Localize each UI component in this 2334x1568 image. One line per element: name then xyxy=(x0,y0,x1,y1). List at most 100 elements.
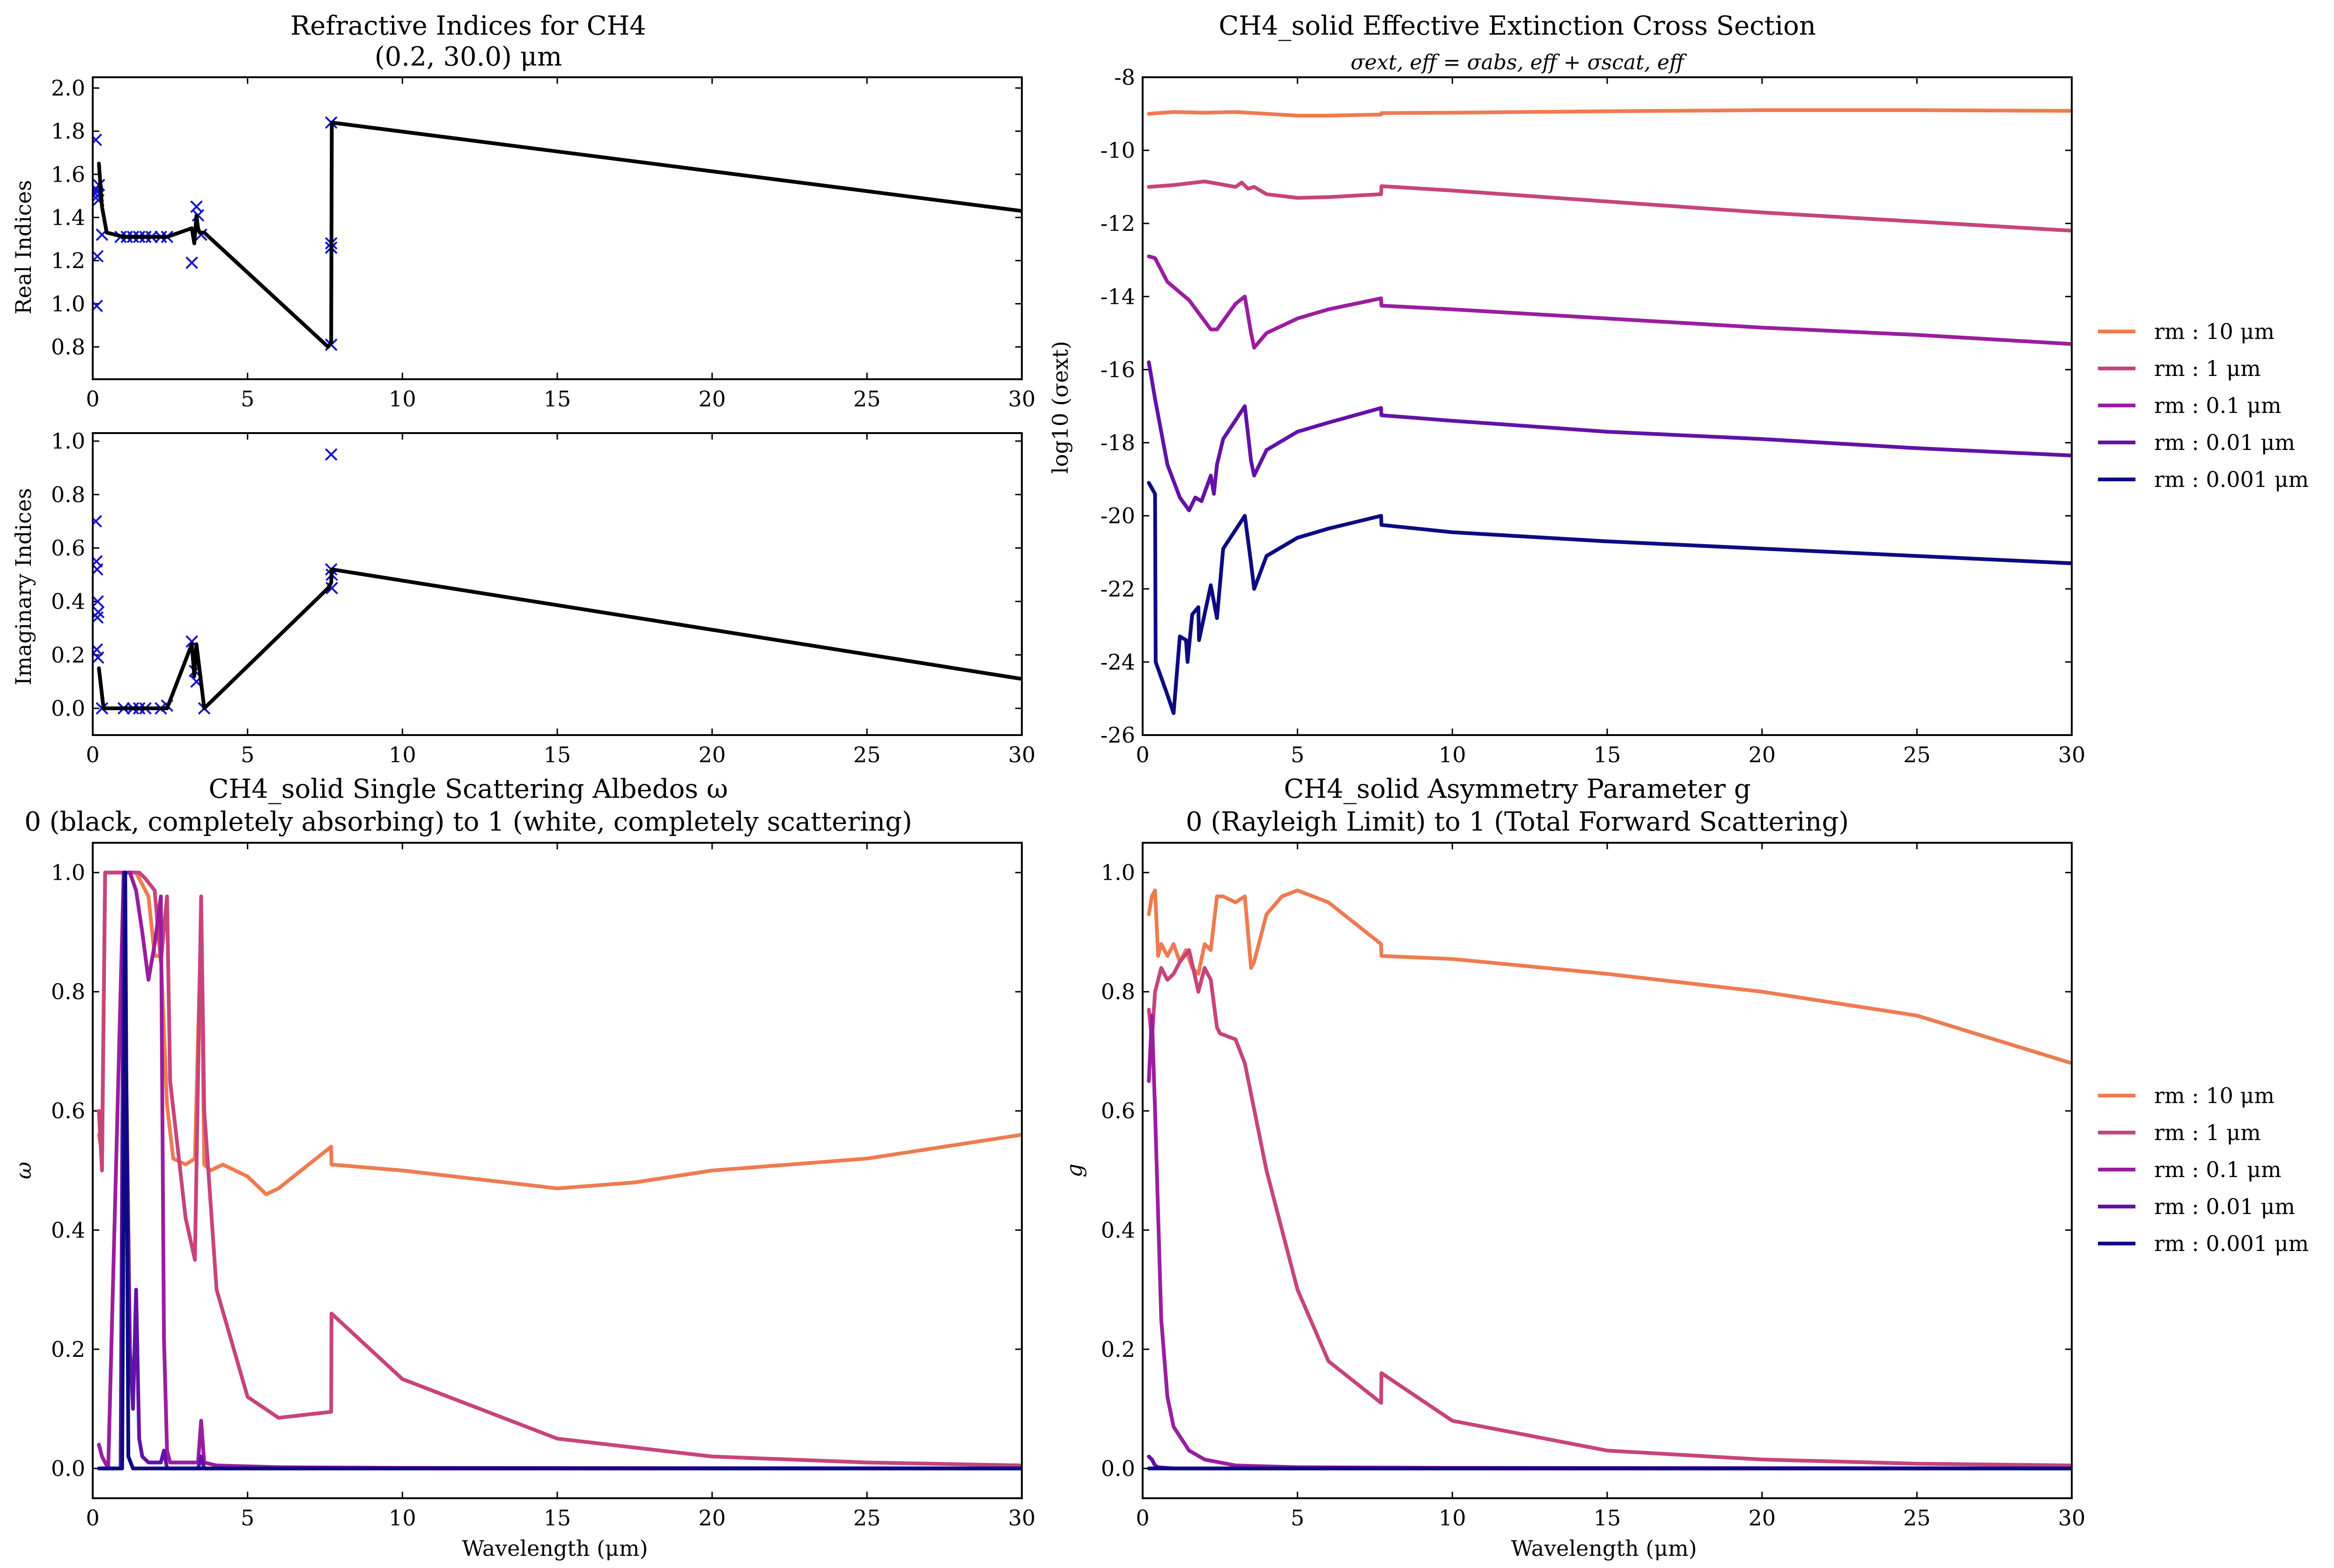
y-tick-label: 1.4 xyxy=(51,205,85,230)
imag-ylabel: Imaginary Indices xyxy=(11,488,36,685)
y-tick-label: 0.4 xyxy=(51,589,85,614)
x-tick-label: 10 xyxy=(1439,742,1466,767)
asym-series-line-r10 xyxy=(1147,888,2072,1065)
legend-label-r001: rm : 0.01 μm xyxy=(2154,430,2295,455)
real-marker-point xyxy=(93,133,103,147)
x-tick-label: 30 xyxy=(2058,1505,2086,1531)
real-series-line-interpolated xyxy=(97,120,1022,349)
imag-marker-point xyxy=(325,582,338,595)
ext-subtitle: σext, eff = σabs, eff + σscat, eff xyxy=(1351,51,1687,74)
legend-label-r10: rm : 10 μm xyxy=(2154,319,2275,344)
asym-xlabel: Wavelength (μm) xyxy=(1511,1536,1697,1561)
y-tick-label: 1.2 xyxy=(51,248,85,273)
asymmetry-axes: 0 5 10 15 20 25 30 0.0 0.2 0.4 0.6 0.8 1.0 xyxy=(1101,842,2086,1531)
x-tick-label: 15 xyxy=(544,742,571,767)
x-tick-label: 10 xyxy=(389,386,416,412)
x-tick-label: 25 xyxy=(853,742,881,767)
y-tick-label: 0.8 xyxy=(51,979,85,1004)
y-tick-label: 1.0 xyxy=(1101,860,1135,885)
y-tick-label: 1.8 xyxy=(51,118,85,144)
alb-title-line2: 0 (black, completely absorbing) to 1 (wh… xyxy=(24,807,912,837)
legend-label-r01: rm : 0.1 μm xyxy=(2154,393,2282,418)
alb-title-line1: CH4_solid Single Scattering Albedos ω xyxy=(208,774,728,804)
x-tick-label: 20 xyxy=(1748,742,1776,767)
x-tick-label: 5 xyxy=(1291,1505,1304,1531)
x-tick-label: 25 xyxy=(853,1505,881,1531)
legend-asymmetry: rm : 10 μm rm : 1 μm rm : 0.1 μm rm : 0.… xyxy=(2098,1083,2309,1256)
alb-xlabel: Wavelength (μm) xyxy=(462,1536,648,1561)
x-tick-label: 10 xyxy=(1439,1505,1466,1531)
x-tick-label: 20 xyxy=(698,386,726,412)
legend-label-r0001: rm : 0.001 μm xyxy=(2154,467,2309,492)
x-tick-label: 25 xyxy=(1903,742,1931,767)
imag-series-line-interpolated xyxy=(97,567,1022,710)
imag-marker-point xyxy=(93,595,104,608)
y-tick-label: 0.6 xyxy=(51,1098,85,1124)
ext-series-line-r01 xyxy=(1147,254,2072,350)
extinction-axes: 0 5 10 15 20 25 30 -26 -24 -22 -20 -18 -16 -14 -12 -10 -… xyxy=(1101,65,2085,767)
alb-series-line-r1 xyxy=(97,870,1022,1467)
y-tick-label: 1.0 xyxy=(51,291,85,317)
x-tick-label: 0 xyxy=(1136,742,1149,767)
x-tick-label: 5 xyxy=(241,742,254,767)
x-tick-label: 5 xyxy=(1291,742,1304,767)
ext-series-line-r1 xyxy=(1147,179,2072,233)
ext-title: CH4_solid Effective Extinction Cross Sec… xyxy=(1219,11,1816,41)
x-tick-label: 25 xyxy=(853,386,881,412)
x-tick-label: 0 xyxy=(86,386,99,412)
x-tick-label: 0 xyxy=(86,1505,99,1531)
alb-plot-area xyxy=(97,870,1022,1471)
real-frame xyxy=(92,76,1023,380)
asym-series-line-r01 xyxy=(1147,1014,2072,1471)
x-tick-label: 5 xyxy=(241,386,254,412)
asym-series-line-r1 xyxy=(1147,948,2072,1467)
y-tick-label: 1.0 xyxy=(51,428,85,454)
y-tick-label: 2.0 xyxy=(51,75,85,101)
y-tick-label: -8 xyxy=(1114,65,1135,90)
y-tick-label: 0.2 xyxy=(51,1337,85,1362)
x-tick-label: 20 xyxy=(698,742,726,767)
y-tick-label: -24 xyxy=(1101,649,1135,675)
x-tick-label: 15 xyxy=(544,386,571,412)
x-tick-label: 15 xyxy=(1594,1505,1621,1531)
legend-label-r0001: rm : 0.001 μm xyxy=(2154,1231,2309,1256)
real-ylabel: Real Indices xyxy=(11,180,36,314)
legend-extinction: rm : 10 μm rm : 1 μm rm : 0.1 μm rm : 0.… xyxy=(2098,319,2309,492)
y-tick-label: -10 xyxy=(1101,138,1135,163)
imag-marker-point xyxy=(93,651,104,664)
y-tick-label: 0.0 xyxy=(1101,1456,1135,1481)
asym-plot-area xyxy=(1147,888,2072,1471)
y-tick-label: 0.8 xyxy=(51,482,85,507)
x-tick-label: 20 xyxy=(1748,1505,1776,1531)
alb-series-line-r10 xyxy=(97,870,1022,1196)
ri-title-line2: (0.2, 30.0) μm xyxy=(375,42,562,72)
ext-series-line-r001 xyxy=(1147,360,2072,512)
asym-title-line2: 0 (Rayleigh Limit) to 1 (Total Forward S… xyxy=(1186,807,1849,837)
y-tick-label: 0.8 xyxy=(51,334,85,360)
alb-frame xyxy=(92,842,1023,1499)
x-tick-label: 15 xyxy=(1594,742,1621,767)
y-tick-label: 1.0 xyxy=(51,860,85,885)
x-tick-label: 10 xyxy=(389,742,416,767)
y-tick-label: -14 xyxy=(1101,284,1135,309)
alb-series-line-r0001 xyxy=(97,870,1022,1471)
x-tick-label: 0 xyxy=(1136,1505,1149,1531)
y-tick-label: 1.6 xyxy=(51,162,85,187)
y-tick-label: -16 xyxy=(1101,357,1135,382)
x-tick-label: 15 xyxy=(544,1505,571,1531)
asym-ylabel: g xyxy=(1062,1163,1087,1177)
legend-label-r1: rm : 1 μm xyxy=(2154,1120,2261,1145)
real-plot-area xyxy=(93,116,1022,351)
y-tick-label: 0.6 xyxy=(51,535,85,560)
x-tick-label: 20 xyxy=(698,1505,726,1531)
ext-plot-area xyxy=(1147,108,2072,715)
y-tick-label: 0.4 xyxy=(1101,1217,1135,1243)
x-tick-label: 10 xyxy=(389,1505,416,1531)
imag-marker-point xyxy=(93,515,103,528)
ext-series-line-r0001 xyxy=(1147,481,2072,715)
legend-label-r01: rm : 0.1 μm xyxy=(2154,1157,2282,1182)
y-tick-label: -20 xyxy=(1101,503,1135,529)
x-tick-label: 30 xyxy=(1008,386,1036,412)
imaginary-indices-axes: 0 5 10 15 20 25 30 0.0 0.2 0.4 0.6 0.8 1.0 xyxy=(51,428,1035,767)
